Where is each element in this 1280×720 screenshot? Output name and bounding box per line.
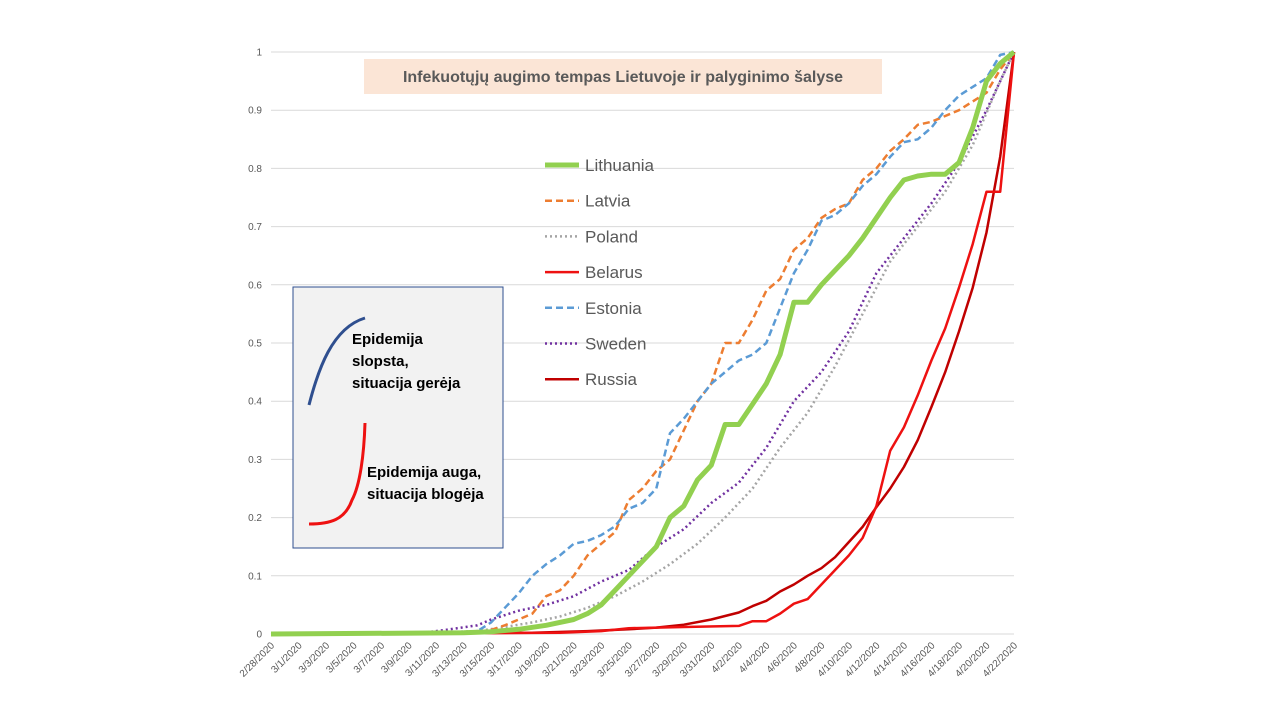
x-axis: 2/28/20203/1/20203/3/20203/5/20203/7/202… — [238, 640, 1021, 680]
legend-label-latvia: Latvia — [585, 192, 631, 211]
y-tick-label: 0.3 — [248, 455, 262, 466]
series-lines — [270, 50, 1016, 637]
y-tick-label: 0.4 — [248, 397, 262, 408]
legend-label-russia: Russia — [585, 370, 638, 389]
y-tick-label: 1 — [256, 48, 262, 59]
legend-label-poland: Poland — [585, 227, 638, 246]
y-tick-label: 0.8 — [248, 164, 262, 175]
y-tick-label: 0.5 — [248, 339, 262, 350]
legend-label-belarus: Belarus — [585, 263, 643, 282]
title-background — [364, 59, 882, 94]
series-line-latvia — [270, 51, 1015, 636]
y-tick-label: 0 — [256, 630, 262, 641]
decline-text-line-1: Epidemija — [352, 331, 424, 348]
legend-label-estonia: Estonia — [585, 299, 642, 318]
decline-text-line-3: situacija gerėja — [352, 375, 461, 392]
series-line-lithuania — [270, 50, 1016, 637]
series-line-sweden — [270, 51, 1016, 636]
decline-text-line-2: slopsta, — [352, 353, 409, 370]
y-tick-label: 0.6 — [248, 280, 262, 291]
y-tick-label: 0.9 — [248, 106, 262, 117]
inset-box: Epidemija slopsta, situacija gerėja Epid… — [292, 286, 504, 549]
legend: Lithuania Latvia Poland Belarus Estonia Swede… — [545, 156, 655, 389]
y-tick-label: 0.1 — [248, 571, 262, 582]
growth-text-line-2: situacija blogėja — [367, 486, 484, 503]
series-line-estonia — [270, 50, 1015, 636]
growth-curve-icon — [308, 422, 367, 526]
y-tick-label: 0.7 — [248, 222, 262, 233]
growth-text-line-1: Epidemija auga, — [367, 464, 481, 481]
growth-text: Epidemija auga, situacija blogėja — [367, 464, 485, 503]
x-tick-label: 2/28/2020 — [238, 640, 278, 680]
legend-label-lithuania: Lithuania — [585, 156, 655, 175]
chart-title: Infekuotųjų augimo tempas Lietuvoje ir p… — [403, 69, 843, 86]
legend-label-sweden: Sweden — [585, 335, 646, 354]
y-tick-label: 0.2 — [248, 513, 262, 524]
series-line-poland — [271, 51, 1016, 636]
inset-frame — [292, 286, 504, 549]
series-line-belarus — [270, 51, 1016, 636]
decline-text: Epidemija slopsta, situacija gerėja — [352, 331, 461, 392]
y-axis: 0 0.1 0.2 0.3 0.4 0.5 0.6 0.7 0.8 0.9 1 — [248, 48, 262, 641]
decline-curve-icon — [307, 316, 366, 406]
